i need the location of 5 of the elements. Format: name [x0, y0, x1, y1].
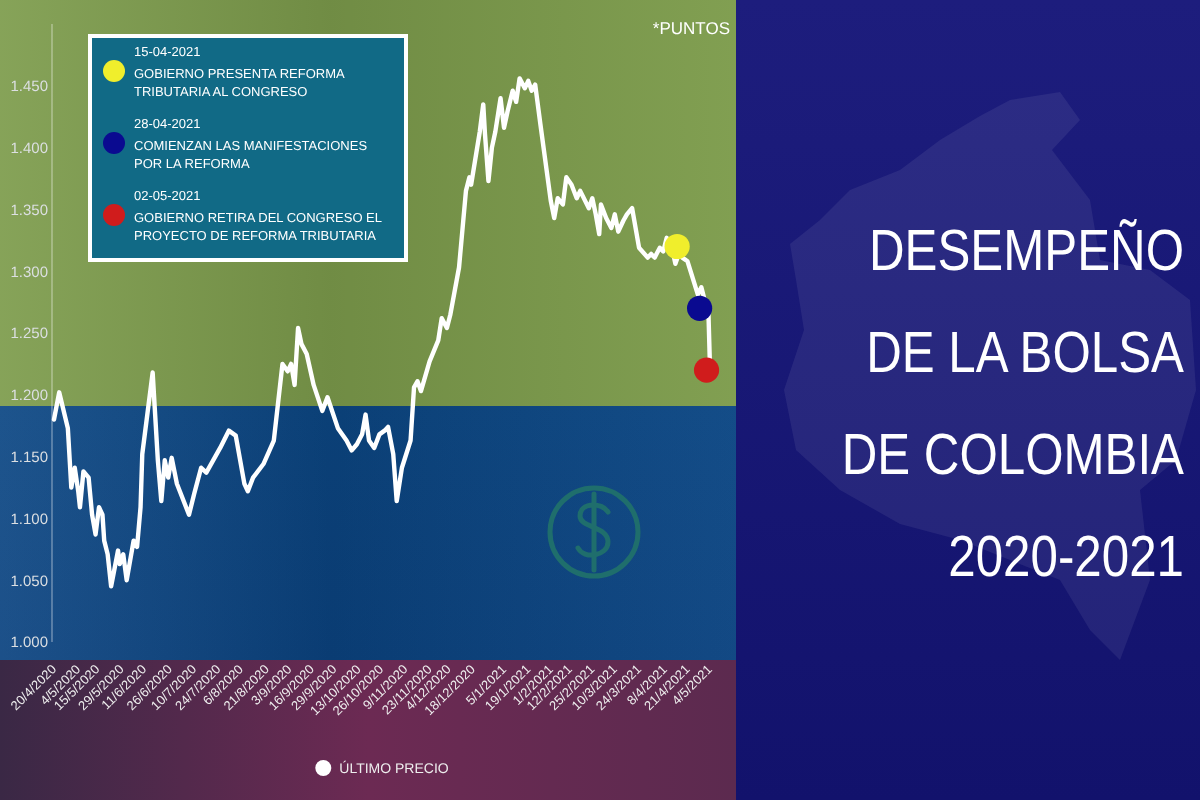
point: [687, 295, 713, 321]
point: [693, 357, 720, 383]
y-axis-title: *PUNTOS: [652, 18, 731, 38]
text: DESEMPEÑO DE LA BOLSA DE COLOMBIA 2020-2021: [841, 218, 1185, 589]
point: [664, 233, 690, 260]
